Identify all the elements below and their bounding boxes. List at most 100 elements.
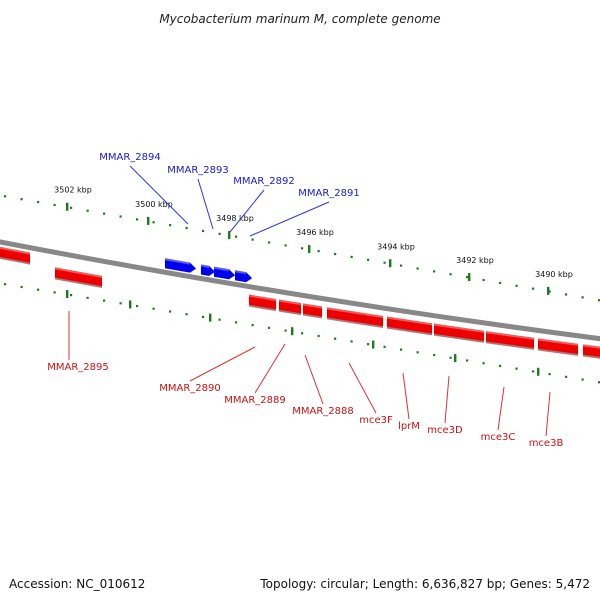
outer-dot [449, 273, 452, 276]
gene-plus-3 [213, 266, 236, 280]
outer-scale-dots [4, 195, 600, 302]
gene-minus-3-body [248, 294, 277, 310]
genome-backbone [0, 239, 600, 342]
inner-dot [37, 288, 40, 291]
inner-dot [515, 367, 518, 370]
scale-tick-labels: 3502 kbp 3500 kbp 3498 kbp 3496 kbp 3494 kbp… [54, 186, 573, 279]
inner-dot [367, 343, 370, 346]
outer-dot [152, 221, 155, 224]
inner-dot [383, 345, 386, 348]
outer-dot [499, 281, 502, 285]
inner-dot [136, 304, 139, 308]
outer-dot [284, 244, 287, 247]
inner-dot [548, 373, 551, 376]
gene-plus-2-highlight [201, 264, 209, 268]
gene-minus-7-body [386, 316, 433, 334]
gene-minus-4 [278, 299, 302, 316]
gene-minus-6-body [326, 306, 384, 327]
inner-dot [301, 332, 304, 335]
scale-tick-inner [372, 340, 375, 349]
inner-dot [20, 285, 23, 289]
inner-dot [317, 334, 320, 338]
inner-scale-dots [4, 283, 600, 384]
outer-dot [251, 238, 254, 241]
inner-dot [218, 318, 221, 321]
outer-dot [235, 235, 238, 238]
gene-minus-7 [386, 316, 433, 336]
scale-tick-inner [66, 290, 69, 299]
outer-dot [268, 241, 271, 244]
outer-dot [466, 276, 469, 279]
inner-dot [103, 299, 106, 302]
accession-text: Accession: NC_010612 [9, 577, 146, 591]
outer-dot [433, 270, 436, 273]
gene-minus-10-body [537, 338, 579, 355]
gene-minus-9 [485, 330, 535, 350]
gene-label-minus: MMAR_2895 [47, 362, 109, 373]
outer-dot [532, 287, 535, 290]
label-line-minus [254, 343, 286, 394]
gene-minus-4-highlight [279, 299, 301, 306]
scale-tick-inner [537, 367, 540, 376]
scale-tick-inner [291, 327, 294, 336]
map-title: Mycobacterium marinum M, complete genome [159, 12, 440, 26]
gene-minus-1 [0, 246, 31, 265]
scale-tick-inner [454, 354, 457, 363]
outer-dot [169, 224, 172, 227]
gene-minus-11 [582, 344, 600, 359]
gene-plus-1 [164, 257, 197, 273]
gene-label-plus: MMAR_2891 [298, 188, 360, 199]
label-line-plus [249, 201, 330, 237]
gene-minus-4-body [278, 299, 302, 314]
gene-label-plus: MMAR_2893 [167, 165, 229, 176]
gene-plus-1-body [164, 257, 197, 273]
outer-dot [86, 209, 89, 212]
gene-plus-3-highlight [214, 266, 229, 272]
label-line-plus [197, 178, 214, 230]
outer-dot [317, 250, 320, 253]
gene-minus-7-highlight [387, 316, 432, 326]
inner-dot [565, 375, 568, 378]
gene-label-minus: MMAR_2888 [292, 406, 354, 417]
scale-tick-label: 3492 kbp [456, 256, 494, 265]
gene-minus-2-body [54, 267, 103, 287]
gene-label-minus: MMAR_2889 [224, 395, 286, 406]
scale-tick-outer [547, 286, 550, 295]
gene-plus-2 [200, 264, 216, 277]
inner-dot [334, 337, 337, 340]
scale-tick-label: 3496 kbp [296, 228, 334, 237]
gene-minus-5-body [302, 303, 323, 317]
outer-dot [103, 212, 106, 215]
label-line-plus [229, 189, 265, 233]
gene-minus-2-highlight [55, 267, 102, 279]
scale-tick-outer [308, 245, 311, 254]
scale-tick-label: 3490 kbp [535, 270, 573, 279]
outer-dot [548, 290, 551, 293]
label-line-minus [348, 362, 377, 414]
outer-dot [350, 255, 353, 259]
inner-dot [169, 310, 172, 313]
scale-tick-label: 3494 kbp [377, 242, 415, 251]
outer-dot [218, 232, 221, 235]
inner-dot [70, 294, 73, 297]
gene-minus-10-highlight [538, 338, 578, 346]
gene-minus-6 [326, 306, 384, 329]
gene-minus-8-body [433, 323, 485, 342]
gene-minus-5 [302, 303, 323, 319]
gene-minus-11-highlight [583, 344, 600, 349]
gene-minus-11-body [582, 344, 600, 358]
outer-dot [482, 278, 485, 282]
outer-dot [367, 258, 370, 261]
inner-dot [284, 329, 287, 332]
gene-label-minus: mce3B [529, 438, 564, 449]
outer-dot [383, 261, 386, 264]
outer-dot [185, 226, 188, 230]
outer-dot [598, 299, 600, 302]
outer-dot [400, 264, 403, 267]
outer-dot [416, 267, 419, 270]
gene-minus-5-highlight [303, 303, 322, 309]
scale-tick-label: 3498 kbp [216, 214, 254, 223]
scale-tick-label: 3502 kbp [54, 186, 92, 195]
inner-dot [4, 283, 7, 286]
